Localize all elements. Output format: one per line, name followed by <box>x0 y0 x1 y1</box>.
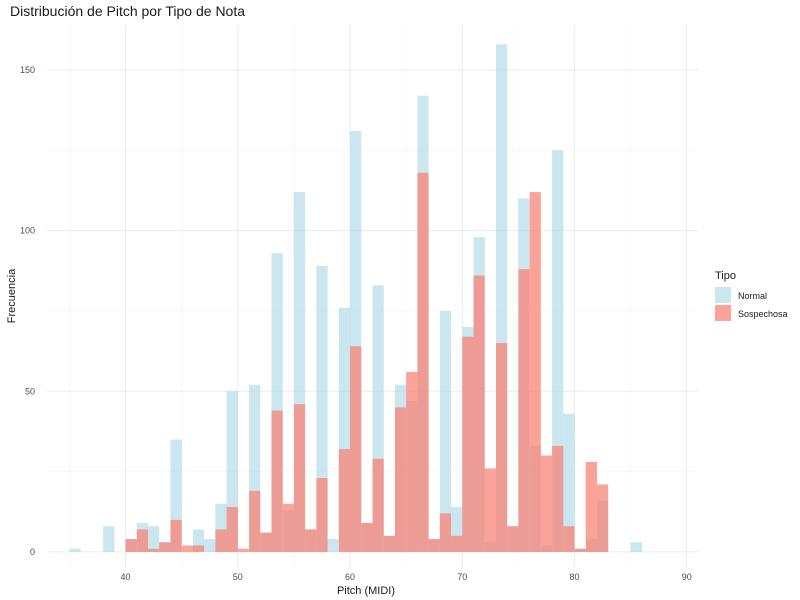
bar-sospechosa <box>237 548 250 552</box>
histogram-bars <box>69 44 642 552</box>
bar-normal <box>293 192 306 552</box>
bar-sospechosa <box>518 269 530 552</box>
bar-sospechosa <box>282 503 294 552</box>
bar-normal <box>630 542 642 552</box>
bar-sospechosa <box>439 513 452 552</box>
bar-sospechosa <box>529 192 541 552</box>
legend-label-sospechosa: Sospechosa <box>738 309 788 319</box>
bar-sospechosa <box>372 458 384 552</box>
bar-sospechosa <box>215 529 227 552</box>
legend: Tipo Normal Sospechosa <box>715 270 788 321</box>
bar-normal <box>148 526 160 552</box>
x-tick-label: 60 <box>345 572 355 582</box>
bar-normal <box>204 539 216 552</box>
bar-sospechosa <box>383 535 395 552</box>
series-sospechosa <box>125 172 609 552</box>
bar-sospechosa <box>125 539 137 552</box>
bar-normal <box>271 253 283 552</box>
bar-sospechosa <box>181 545 193 552</box>
bar-sospechosa <box>350 346 362 552</box>
bar-normal <box>338 307 351 552</box>
legend-swatch-sospechosa <box>715 305 731 321</box>
bar-sospechosa <box>159 542 171 552</box>
bar-normal <box>249 384 261 552</box>
chart-title: Distribución de Pitch por Tipo de Nota <box>10 3 245 19</box>
bar-sospechosa <box>260 532 272 552</box>
bar-sospechosa <box>148 548 160 552</box>
bar-normal <box>552 150 564 552</box>
bar-sospechosa <box>417 172 429 552</box>
bar-normal <box>215 503 227 552</box>
x-tick-label: 50 <box>233 572 243 582</box>
bar-sospechosa <box>361 523 373 552</box>
bar-sospechosa <box>585 461 597 552</box>
bar-normal <box>170 439 182 552</box>
bar-sospechosa <box>563 526 575 552</box>
bar-normal <box>192 529 205 552</box>
bar-sospechosa <box>192 545 205 552</box>
bar-sospechosa <box>484 468 496 552</box>
x-tick-label: 70 <box>457 572 467 582</box>
legend-title: Tipo <box>715 270 736 282</box>
y-tick-label: 100 <box>20 226 35 236</box>
bar-sospechosa <box>495 343 508 552</box>
y-tick-label: 50 <box>25 386 35 396</box>
bar-sospechosa <box>473 275 485 552</box>
bar-sospechosa <box>394 407 407 552</box>
bar-normal <box>439 310 452 552</box>
y-axis-label: Frecuencia <box>6 268 18 323</box>
bar-sospechosa <box>451 535 463 552</box>
x-tick-label: 80 <box>570 572 580 582</box>
legend-swatch-normal <box>715 287 731 303</box>
bar-sospechosa <box>136 529 149 552</box>
bar-normal <box>451 506 463 552</box>
bar-sospechosa <box>552 445 564 552</box>
bar-normal <box>69 548 81 552</box>
bar-normal <box>495 44 508 552</box>
bar-sospechosa <box>226 506 238 552</box>
bar-sospechosa <box>462 336 474 552</box>
x-tick-label: 90 <box>682 572 692 582</box>
bar-normal <box>372 285 384 552</box>
y-tick-label: 150 <box>20 65 35 75</box>
bar-sospechosa <box>596 484 609 552</box>
bar-normal <box>316 265 328 552</box>
x-tick-label: 40 <box>121 572 131 582</box>
x-axis-label: Pitch (MIDI) <box>337 585 395 597</box>
bar-sospechosa <box>249 490 261 552</box>
bar-sospechosa <box>293 404 306 552</box>
bar-sospechosa <box>338 449 351 552</box>
bar-normal <box>350 131 362 552</box>
bar-sospechosa <box>271 410 283 552</box>
bar-sospechosa <box>428 539 440 552</box>
bar-sospechosa <box>316 478 328 552</box>
bar-sospechosa <box>574 548 586 552</box>
bar-sospechosa <box>406 372 418 552</box>
bar-normal <box>327 539 339 552</box>
bar-sospechosa <box>170 519 182 552</box>
bar-normal <box>226 391 238 552</box>
bar-sospechosa <box>305 529 317 552</box>
bar-normal <box>103 526 115 552</box>
bar-normal <box>563 413 575 552</box>
bar-sospechosa <box>540 455 553 552</box>
bar-sospechosa <box>507 526 519 552</box>
y-tick-label: 0 <box>30 547 35 557</box>
legend-label-normal: Normal <box>738 291 767 301</box>
x-axis-ticks: 40 50 60 70 80 90 <box>121 572 692 582</box>
y-axis-ticks: 0 50 100 150 <box>20 65 35 557</box>
